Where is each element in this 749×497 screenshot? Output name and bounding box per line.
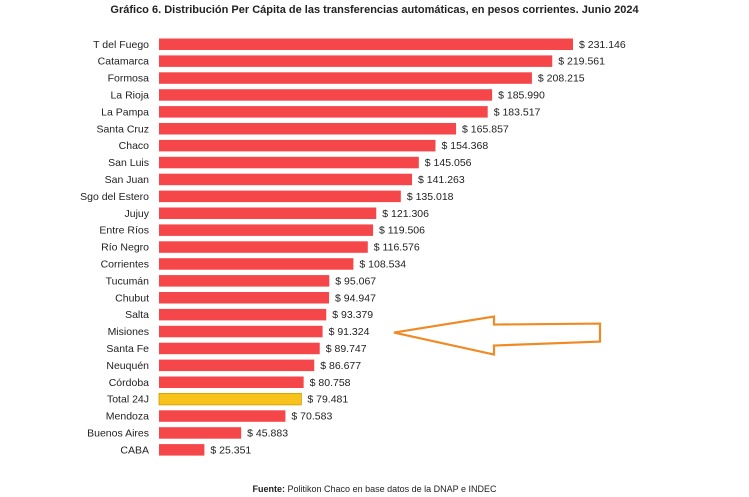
source-text: Politikon Chaco en base datos de la DNAP… <box>287 484 497 494</box>
value-label-santa-cruz: $ 165.857 <box>462 123 509 135</box>
value-label-la-pampa: $ 183.517 <box>494 106 541 118</box>
value-label-la-rioja: $ 185.990 <box>498 89 545 101</box>
annotation-layer <box>393 315 602 356</box>
value-label-entre-rios: $ 119.506 <box>379 225 425 237</box>
category-label-santa-cruz: Santa Cruz <box>96 123 149 135</box>
bar-santa-cruz <box>159 123 457 135</box>
category-label-chubut: Chubut <box>115 292 149 304</box>
value-label-misiones: $ 91.324 <box>329 326 370 338</box>
category-label-entre-rios: Entre Ríos <box>99 225 149 237</box>
value-label-chubut: $ 94.947 <box>335 292 376 304</box>
bar-sgo-del-estero <box>159 190 401 203</box>
bar-formosa <box>159 72 532 84</box>
value-label-buenos-aires: $ 45.883 <box>247 427 288 439</box>
source-note: Fuente: Politikon Chaco en base datos de… <box>0 484 749 494</box>
bar-corrientes <box>159 258 354 270</box>
bar-buenos-aires <box>159 427 242 439</box>
value-label-sgo-del-estero: $ 135.018 <box>407 191 454 203</box>
value-label-formosa: $ 208.215 <box>538 73 585 85</box>
category-label-t-del-fuego: T del Fuego <box>93 39 149 51</box>
value-label-mendoza: $ 70.583 <box>291 411 332 423</box>
category-label-la-pampa: La Pampa <box>101 106 149 118</box>
category-label-rio-negro: Río Negro <box>101 242 149 254</box>
bar-t-del-fuego <box>159 38 573 50</box>
bar-mendoza <box>159 410 286 422</box>
value-label-tucuman: $ 95.067 <box>335 275 376 287</box>
value-label-jujuy: $ 121.306 <box>382 208 429 220</box>
bar-salta <box>159 308 327 321</box>
category-label-corrientes: Corrientes <box>101 258 149 270</box>
bar-la-pampa <box>159 106 488 118</box>
bar-san-luis <box>159 156 419 169</box>
category-label-san-juan: San Juan <box>105 174 150 186</box>
bar-neuquen <box>159 359 315 372</box>
bars-layer: T del Fuego $ 231.146 Catamarca $ 219.561 Fo… <box>80 38 626 456</box>
bar-jujuy <box>159 207 377 219</box>
value-label-san-juan: $ 141.263 <box>418 174 465 186</box>
bar-rio-negro <box>159 241 368 253</box>
category-label-catamarca: Catamarca <box>98 56 150 68</box>
bar-la-rioja <box>159 89 493 101</box>
bar-chaco <box>159 139 436 152</box>
category-label-caba: CABA <box>120 444 149 456</box>
bar-san-juan <box>159 173 413 186</box>
bar-santa-fe <box>159 342 320 355</box>
value-label-santa-fe: $ 89.747 <box>326 343 367 355</box>
source-label: Fuente: <box>252 484 286 494</box>
value-label-salta: $ 93.379 <box>332 309 373 321</box>
value-label-catamarca: $ 219.561 <box>558 56 605 68</box>
bar-caba <box>159 444 205 456</box>
value-label-total-24j: $ 79.481 <box>307 394 348 406</box>
bar-total-24j <box>158 392 302 406</box>
value-label-chaco: $ 154.368 <box>441 140 488 152</box>
category-label-la-rioja: La Rioja <box>110 89 149 101</box>
bar-chubut <box>159 292 330 304</box>
value-label-corrientes: $ 108.534 <box>359 258 406 270</box>
category-label-neuquen: Neuquén <box>106 360 149 372</box>
category-label-misiones: Misiones <box>108 326 149 338</box>
bar-entre-rios <box>159 224 374 236</box>
value-label-cordoba: $ 80.758 <box>310 377 351 389</box>
annotation-arrow <box>393 315 602 356</box>
category-label-formosa: Formosa <box>108 73 150 85</box>
bar-catamarca <box>159 55 553 67</box>
value-label-san-luis: $ 145.056 <box>425 157 472 169</box>
bar-cordoba <box>159 376 304 388</box>
bar-tucuman <box>159 275 330 287</box>
category-label-tucuman: Tucumán <box>106 275 150 287</box>
chart-title: Gráfico 6. Distribución Per Cápita de la… <box>110 4 639 16</box>
category-label-jujuy: Jujuy <box>124 208 149 220</box>
value-label-rio-negro: $ 116.576 <box>374 242 420 254</box>
category-label-santa-fe: Santa Fe <box>106 343 149 355</box>
value-label-neuquen: $ 86.677 <box>320 360 361 372</box>
category-label-mendoza: Mendoza <box>106 411 149 423</box>
category-label-total-24j: Total 24J <box>107 394 149 406</box>
category-label-salta: Salta <box>125 309 149 321</box>
category-label-buenos-aires: Buenos Aires <box>87 427 149 439</box>
category-label-san-luis: San Luis <box>108 157 149 169</box>
category-label-cordoba: Córdoba <box>109 377 149 389</box>
category-label-sgo-del-estero: Sgo del Estero <box>80 191 149 203</box>
value-label-caba: $ 25.351 <box>210 444 251 456</box>
bar-misiones <box>159 325 323 338</box>
category-label-chaco: Chaco <box>119 140 150 152</box>
value-label-t-del-fuego: $ 231.146 <box>579 39 626 51</box>
